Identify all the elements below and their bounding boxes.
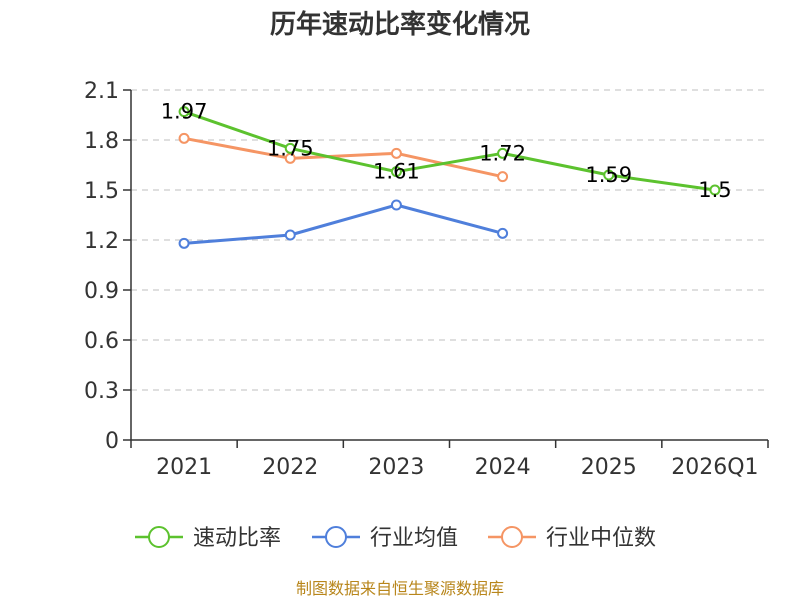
- series-2: [178, 199, 509, 249]
- y-tick-label: 0.6: [84, 329, 119, 354]
- y-tick-label: 1.5: [84, 179, 119, 204]
- source-note: 制图数据来自恒生聚源数据库: [296, 579, 504, 598]
- data-point: [390, 147, 402, 159]
- data-point: [284, 229, 296, 241]
- data-point: [497, 227, 509, 239]
- legend-label: 行业中位数: [546, 526, 656, 551]
- data-label: 1.75: [267, 136, 314, 160]
- legend-marker: [148, 526, 170, 548]
- data-label: 1.72: [479, 141, 526, 165]
- x-tick-label: 2023: [368, 455, 424, 480]
- series-1: [178, 106, 721, 196]
- axes: 0 0.3 0.6 0.9 1.2 1.5 1.8 2.1 2021 2022 2023 2024 20…: [84, 79, 769, 480]
- x-tick-label: 2026Q1: [671, 455, 758, 480]
- series-line: [183, 203, 503, 245]
- legend: 速动比率 行业均值 行业中位数: [135, 526, 656, 551]
- data-labels: 1.97 1.75 1.61 1.72 1.59 1.5: [161, 100, 732, 202]
- legend-item-3: 行业中位数: [488, 526, 656, 551]
- legend-item-2: 行业均值: [312, 526, 458, 551]
- y-tick-label: 0.9: [84, 279, 119, 304]
- data-point: [497, 147, 509, 159]
- data-label: 1.5: [698, 178, 731, 202]
- data-point: [390, 199, 402, 211]
- legend-marker: [501, 526, 523, 548]
- data-point: [178, 132, 190, 144]
- data-point: [178, 237, 190, 249]
- series-line: [183, 110, 716, 192]
- x-tick-label: 2025: [581, 455, 637, 480]
- data-point: [390, 166, 402, 178]
- data-point: [284, 142, 296, 154]
- grid: [131, 89, 768, 391]
- x-tick-label: 2022: [262, 455, 318, 480]
- data-label: 1.59: [585, 163, 632, 187]
- data-point: [709, 184, 721, 196]
- legend-label: 行业均值: [370, 526, 458, 551]
- y-tick-label: 0.3: [84, 379, 119, 404]
- y-tick-label: 0: [105, 429, 119, 454]
- series-line: [183, 136, 503, 179]
- y-tick-label: 2.1: [84, 79, 119, 104]
- data-label: 1.97: [161, 100, 208, 124]
- x-tick-label: 2021: [156, 455, 212, 480]
- data-label: 1.61: [373, 160, 420, 184]
- series-3: [178, 132, 509, 183]
- legend-label: 速动比率: [193, 526, 281, 551]
- chart-title: 历年速动比率变化情况: [270, 9, 530, 40]
- legend-item-1: 速动比率: [135, 526, 281, 551]
- y-tick-label: 1.8: [84, 129, 119, 154]
- legend-marker: [325, 526, 347, 548]
- data-point: [178, 106, 190, 118]
- x-tick-label: 2024: [475, 455, 531, 480]
- data-point: [497, 171, 509, 183]
- y-tick-label: 1.2: [84, 229, 119, 254]
- series-layer: [178, 106, 721, 249]
- data-point: [603, 169, 615, 181]
